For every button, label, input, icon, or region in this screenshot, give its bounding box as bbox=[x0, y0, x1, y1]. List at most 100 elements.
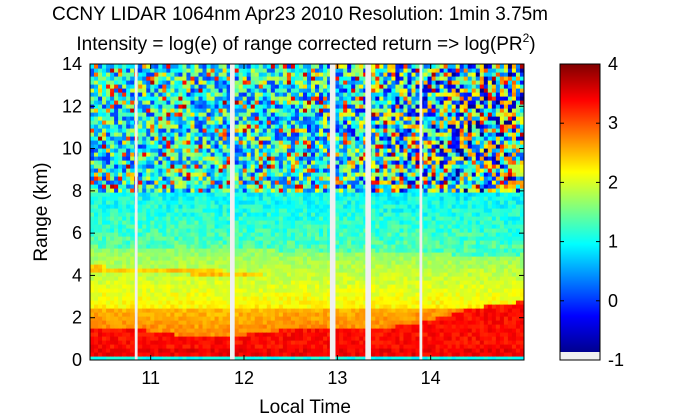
heatmap-cell bbox=[343, 232, 348, 237]
heatmap-cell bbox=[258, 304, 264, 309]
heatmap-cell bbox=[266, 256, 272, 261]
heatmap-cell bbox=[270, 284, 276, 289]
heatmap-cell bbox=[222, 320, 228, 325]
heatmap-cell bbox=[158, 260, 163, 265]
heatmap-cell bbox=[182, 324, 188, 329]
heatmap-cell bbox=[351, 136, 356, 141]
heatmap-cell bbox=[294, 96, 300, 101]
heatmap-cell bbox=[142, 256, 147, 261]
heatmap-cell bbox=[254, 220, 260, 225]
heatmap-cell bbox=[118, 112, 123, 117]
heatmap-cell bbox=[194, 88, 200, 93]
heatmap-cell bbox=[315, 208, 320, 213]
heatmap-cell bbox=[130, 104, 135, 109]
heatmap-cell bbox=[226, 140, 232, 145]
heatmap-cell bbox=[206, 244, 212, 249]
heatmap-cell bbox=[242, 304, 248, 309]
heatmap-cell bbox=[214, 344, 220, 349]
heatmap-cell bbox=[258, 196, 264, 201]
heatmap-cell bbox=[270, 128, 276, 133]
heatmap-cell bbox=[142, 148, 147, 153]
heatmap-cell bbox=[110, 184, 115, 189]
heatmap-cell bbox=[206, 112, 212, 117]
heatmap-cell bbox=[110, 356, 115, 360]
heatmap-cell bbox=[222, 136, 228, 141]
heatmap-cell bbox=[226, 104, 232, 109]
heatmap-cell bbox=[130, 180, 135, 185]
heatmap-cell bbox=[262, 116, 268, 121]
heatmap-cell bbox=[198, 192, 204, 197]
heatmap-cell bbox=[202, 84, 208, 89]
heatmap-cell bbox=[138, 112, 143, 117]
heatmap-cell bbox=[335, 316, 340, 321]
heatmap-cell bbox=[242, 84, 248, 89]
heatmap-cell bbox=[150, 108, 155, 113]
heatmap-cell bbox=[150, 172, 155, 177]
heatmap-cell bbox=[294, 272, 300, 277]
heatmap-cell bbox=[170, 188, 175, 193]
heatmap-cell bbox=[150, 72, 155, 77]
heatmap-cell bbox=[254, 352, 260, 357]
heatmap-cell bbox=[266, 312, 272, 317]
heatmap-cell bbox=[323, 180, 328, 185]
heatmap-cell bbox=[162, 112, 167, 117]
heatmap-cell bbox=[182, 240, 188, 245]
heatmap-cell bbox=[166, 116, 171, 121]
heatmap-cell bbox=[90, 68, 95, 73]
heatmap-cell bbox=[114, 192, 119, 197]
heatmap-cell bbox=[130, 320, 135, 325]
heatmap-cell bbox=[110, 316, 115, 321]
heatmap-cell bbox=[146, 336, 151, 341]
heatmap-cell bbox=[174, 300, 180, 305]
heatmap-cell bbox=[242, 248, 248, 253]
heatmap-cell bbox=[114, 304, 119, 309]
heatmap-cell bbox=[315, 264, 320, 269]
heatmap-cell bbox=[278, 152, 284, 157]
heatmap-cell bbox=[327, 200, 332, 205]
heatmap-cell bbox=[202, 320, 208, 325]
heatmap-cell bbox=[266, 240, 272, 245]
heatmap-cell bbox=[246, 128, 252, 133]
heatmap-cell bbox=[118, 336, 123, 341]
heatmap-cell bbox=[110, 296, 115, 301]
heatmap-cell bbox=[146, 196, 151, 201]
heatmap-cell bbox=[311, 220, 316, 225]
heatmap-cell bbox=[218, 136, 224, 141]
heatmap-cell bbox=[214, 100, 220, 105]
heatmap-cell bbox=[270, 184, 276, 189]
heatmap-cell bbox=[178, 296, 184, 301]
heatmap-cell bbox=[170, 204, 175, 209]
heatmap-cell bbox=[254, 144, 260, 149]
heatmap-cell bbox=[355, 348, 360, 353]
heatmap-cell bbox=[323, 160, 328, 165]
heatmap-cell bbox=[355, 296, 360, 301]
heatmap-cell bbox=[355, 268, 360, 273]
heatmap-cell bbox=[90, 344, 95, 349]
heatmap-cell bbox=[102, 352, 107, 357]
heatmap-cell bbox=[359, 244, 364, 249]
heatmap-cell bbox=[198, 84, 204, 89]
heatmap-cell bbox=[122, 156, 127, 161]
heatmap-cell bbox=[274, 244, 280, 249]
heatmap-cell bbox=[250, 216, 256, 221]
heatmap-cell bbox=[262, 308, 268, 313]
heatmap-cell bbox=[270, 220, 276, 225]
heatmap-cell bbox=[238, 112, 244, 117]
heatmap-cell bbox=[110, 144, 115, 149]
heatmap-cell bbox=[90, 168, 95, 173]
heatmap-cell bbox=[286, 312, 292, 317]
heatmap-cell bbox=[210, 132, 216, 137]
heatmap-cell bbox=[110, 340, 115, 345]
heatmap-cell bbox=[266, 216, 272, 221]
heatmap-cell bbox=[294, 212, 300, 217]
heatmap-cell bbox=[166, 332, 171, 337]
heatmap-cell bbox=[302, 68, 308, 73]
heatmap-cell bbox=[94, 136, 99, 141]
heatmap-cell bbox=[278, 96, 284, 101]
heatmap-cell bbox=[294, 320, 300, 325]
heatmap-cell bbox=[106, 312, 111, 317]
heatmap-cell bbox=[162, 232, 167, 237]
heatmap-cell bbox=[311, 136, 316, 141]
heatmap-cell bbox=[190, 272, 196, 277]
heatmap-cell bbox=[182, 68, 188, 73]
